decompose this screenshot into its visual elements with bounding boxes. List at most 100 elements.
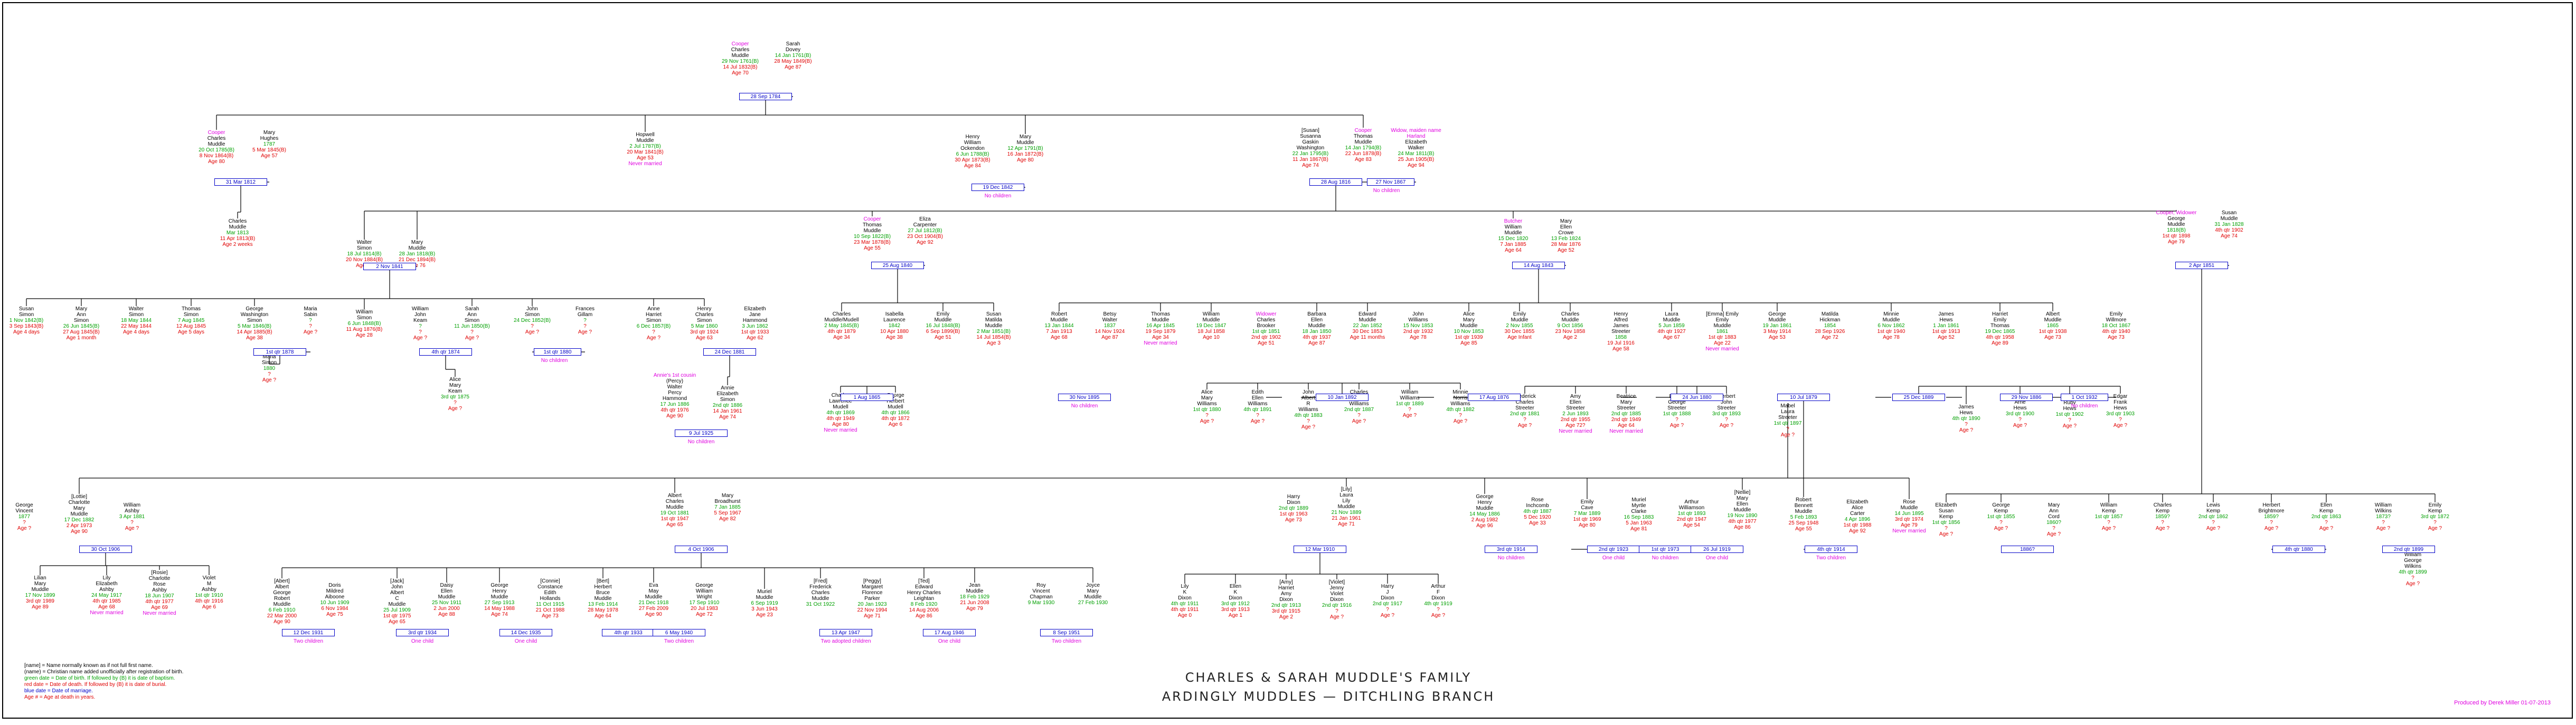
- person-minnie: Minnie Muddle 6 Nov 1862 1st qtr 1940 Age 78: [1866, 311, 1917, 340]
- person-emily-m2: Emily Muddle 2 Nov 1855 30 Dec 1855 Age Infa…: [1494, 311, 1545, 340]
- person-name: Williams: [1349, 401, 1369, 407]
- known-as: [Susan]: [1301, 128, 1319, 133]
- death-date: ?: [2107, 520, 2110, 526]
- person-name: James: [1958, 404, 1974, 410]
- person-name: Albert: [390, 590, 404, 596]
- age-at-death: Age 87: [785, 64, 801, 70]
- person-name: Emily: [1993, 317, 2007, 323]
- person-name: Broadhurst: [714, 499, 741, 504]
- person-name: John: [414, 312, 426, 318]
- person-name: Harriet: [645, 312, 662, 318]
- person-name: Williams: [1400, 395, 1420, 401]
- birth-date: 6 Jun 1788(B): [956, 151, 989, 157]
- age-at-death: Age 28: [356, 332, 373, 338]
- person-name: Frank: [2113, 399, 2127, 405]
- person-william-gw: William George Wilkins 4th qtr 1899? Age ?: [2388, 552, 2438, 587]
- death-date: ?: [268, 371, 271, 377]
- person-annie-w: Annie's 1st cousin (Percy) Walter Percy Hamm…: [649, 373, 700, 419]
- person-edward-m: Edward Muddle 22 Jan 1852 30 Dec 1853 Age 11…: [1342, 311, 1393, 340]
- age-at-death: Age 80: [832, 422, 849, 427]
- death-date: 27 Feb 2009: [638, 606, 669, 612]
- person-name: Henry: [1477, 500, 1492, 505]
- person-name: Muddle: [1050, 317, 1068, 323]
- person-name: Alfred: [1613, 317, 1628, 323]
- death-date: 4th qtr 1985: [92, 598, 121, 604]
- person-name: Mudell: [888, 404, 903, 410]
- age-at-death: Age 72: [1822, 335, 1838, 340]
- person-name: Muddle: [1663, 317, 1681, 323]
- person-name: Thomas: [1150, 311, 1171, 317]
- marriage-m-bert: 4th qtr 1933: [602, 629, 655, 636]
- person-sarah-s: Sarah Ann Simon 11 Jun 1850(B)? Age ?: [447, 306, 497, 341]
- person-name: Simon: [464, 318, 480, 323]
- death-date: ?: [1205, 413, 1209, 418]
- birth-date: 6 Jun 1848(B): [347, 321, 381, 327]
- person-name: William: [1401, 389, 1419, 395]
- death-date: 10 Apr 1880: [880, 329, 909, 335]
- birth-date: 29 Nov 1761(B): [721, 59, 759, 64]
- birth-date: 1st qtr 1893: [1677, 511, 1706, 517]
- age-at-death: Age 34: [1152, 335, 1169, 340]
- person-name: Simon: [356, 315, 372, 321]
- birth-date: 5 Mar 1846(B): [238, 323, 271, 329]
- known-as: [Connie]: [540, 578, 560, 584]
- age-at-death: Age 89: [1992, 340, 2008, 346]
- birth-date: ?: [583, 318, 587, 323]
- person-name: Henry: [965, 134, 980, 140]
- age-at-death: Age 86: [916, 613, 932, 619]
- age-at-death: Age ?: [2155, 526, 2170, 531]
- person-name: Simon: [720, 397, 735, 403]
- person-name: Herbert: [1718, 394, 1735, 399]
- birth-date: 12 Apr 1791(B): [1007, 146, 1043, 151]
- birth-date: 2 Mar 1851(B): [977, 329, 1011, 335]
- person-name: Susan: [986, 311, 1002, 317]
- person-name: Lewis: [2206, 502, 2220, 508]
- person-name: Walter: [128, 306, 144, 312]
- person-name: Mary: [1019, 134, 1032, 140]
- person-name: Muddle: [863, 228, 881, 234]
- person-name: May: [648, 588, 659, 594]
- birth-date: 5 Jun 1859: [1658, 323, 1685, 329]
- person-george-v: George Vincent 1877? Age ?: [0, 502, 50, 531]
- birth-date: 17 Jun 1886: [660, 402, 690, 407]
- person-name: Vincent: [1032, 588, 1050, 594]
- birth-date: 28 Jan 1818(B): [399, 251, 436, 257]
- person-name: Kemp: [2428, 508, 2442, 514]
- birth-date: 17 Dec 1882: [64, 517, 95, 523]
- person-name: Mary: [449, 383, 461, 388]
- age-at-death: Age 73: [1285, 517, 1302, 523]
- death-date: 1st qtr 1940: [1877, 329, 1905, 335]
- person-name: Muddle: [1337, 504, 1355, 510]
- person-harriet: Harriet Emily Thomas 19 Dec 1865 4th qtr 195…: [1975, 311, 2025, 346]
- birth-date: 2nd qtr 1916: [1322, 603, 1352, 608]
- person-name: Mildred: [326, 588, 344, 594]
- age-at-death: Age 2: [1279, 614, 1294, 620]
- birth-date: 13 Feb 1914: [588, 602, 618, 607]
- age-at-death: Age 80: [1017, 157, 1034, 163]
- age-at-death: Age 80: [1579, 522, 1596, 528]
- person-name: Williams: [1450, 401, 1470, 407]
- age-at-death: Age 82: [719, 516, 736, 522]
- marriage-m-laura: 24 Jun 1880: [1671, 394, 1723, 401]
- death-date: 23 Oct 1904(B): [907, 234, 943, 240]
- age-at-death: Age 73: [2044, 335, 2061, 340]
- person-name: Simon: [73, 318, 89, 323]
- person-name: Mabel: [1780, 403, 1795, 409]
- person-name: Arthur: [1684, 499, 1699, 505]
- person-name: George: [490, 583, 508, 588]
- person-name: Charles: [665, 499, 684, 504]
- age-at-death: Age 38: [246, 335, 263, 341]
- age-at-death: Age 92: [1849, 528, 1866, 534]
- occupation-note: Cooper: [207, 130, 225, 136]
- age-at-death: Age 68: [1051, 335, 1068, 340]
- death-date: 23 Nov 1858: [1555, 329, 1586, 335]
- person-name: Hollands: [540, 596, 561, 602]
- age-at-death: Age 79: [2168, 239, 2185, 245]
- birth-date: 18 Oct 1867: [2101, 323, 2131, 329]
- age-at-death: Age 79: [1901, 522, 1918, 528]
- person-name: Laura: [1339, 492, 1353, 498]
- person-name: Edith: [1251, 389, 1264, 395]
- person-name: Simon: [18, 312, 34, 318]
- death-date: 14 Aug 2006: [909, 607, 939, 613]
- age-at-death: Age 3: [986, 340, 1001, 346]
